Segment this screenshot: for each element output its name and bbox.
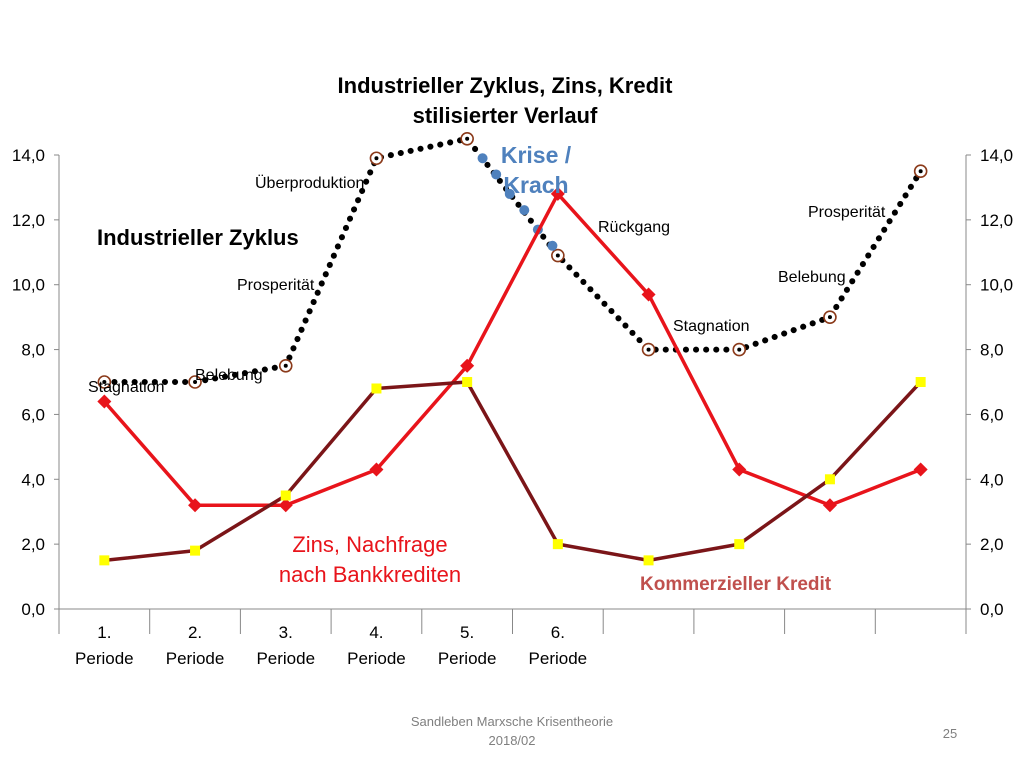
x-tick-label: Periode [256,649,315,668]
series-line-kommerzieller-kredit [104,380,922,563]
data-point-interest [369,462,384,477]
data-point-commercial [190,545,201,556]
y-tick-label-left: 4,0 [21,470,45,489]
series-label-commercial-credit: Kommerzieller Kredit [640,574,832,595]
footer-author-title: Sandleben Marxsche Krisentheorie [410,714,614,729]
phase-label: Belebung [778,269,846,286]
phase-label: Prosperität [237,277,315,294]
phase-label: Prosperität [808,204,886,221]
y-tick-label-right: 8,0 [980,341,1004,360]
x-tick-label: 6. [551,623,565,642]
data-point-industrial-center [465,136,470,141]
y-tick-label-right: 10,0 [980,276,1013,295]
phase-label: Rückgang [598,219,670,236]
phase-label: Überproduktion [255,174,364,192]
data-point-crisis [504,188,515,199]
data-point-crisis [477,153,488,164]
data-point-interest [278,498,293,513]
data-point-commercial [915,377,926,387]
phase-label: Stagnation [88,379,165,396]
y-tick-label-right: 2,0 [980,535,1004,554]
series-label-crisis-line1: Krise / [501,142,572,168]
x-tick-label: Periode [75,649,134,668]
y-tick-label-left: 10,0 [12,276,45,295]
x-tick-label: 4. [369,623,383,642]
x-tick-label: 5. [460,623,474,642]
series-label-crisis-line2: Krach [503,172,568,198]
y-tick-label-right: 12,0 [980,211,1013,230]
data-point-interest [732,462,747,477]
data-point-crisis [491,169,502,180]
data-point-crisis [547,240,558,251]
data-point-interest [188,498,203,513]
data-point-commercial [371,383,382,394]
data-point-crisis [519,205,530,216]
data-point-commercial [824,474,835,485]
x-tick-label: 3. [279,623,293,642]
series-line-zins-nachfrage-nach-bankkrediten [102,192,922,507]
data-point-commercial [643,555,654,566]
x-tick-label: Periode [347,649,406,668]
y-tick-label-left: 14,0 [12,146,45,165]
phase-label: Stagnation [673,318,750,335]
plot-area [97,131,928,566]
x-tick-label: 1. [97,623,111,642]
phase-label: Belebung [195,367,263,384]
y-tick-label-right: 6,0 [980,405,1004,424]
data-point-industrial-center [555,253,560,258]
data-point-industrial-center [283,363,288,368]
annotations: Industrieller Zyklus Krise / Krach Zins, Na… [88,142,886,595]
y-tick-label-left: 0,0 [21,600,45,619]
data-point-interest [822,498,837,513]
chart-title-line2: stilisierter Verlauf [413,103,598,128]
y-tick-label-left: 8,0 [21,341,45,360]
series-label-industrial-cycle: Industrieller Zyklus [97,225,299,250]
y-tick-label-left: 12,0 [12,211,45,230]
data-point-commercial [280,490,291,501]
data-point-interest [913,462,928,477]
footer-date: 2018/02 [488,733,536,748]
x-tick-label: 2. [188,623,202,642]
y-tick-label-left: 2,0 [21,535,45,554]
data-point-commercial [99,555,110,566]
data-point-interest [641,287,656,302]
chart-title-line1: Industrieller Zyklus, Zins, Kredit [338,73,674,98]
axes: 0,0 2,0 4,0 6,0 8,0 10,0 12,0 14,0 0,0 2,0 4,0 6,0 8… [12,146,1013,668]
data-point-commercial [462,377,473,387]
slide-number: 25 [942,726,958,741]
y-tick-label-left: 6,0 [21,405,45,424]
data-point-industrial-center [193,380,198,384]
series-label-interest-line1: Zins, Nachfrage [292,532,447,557]
data-point-industrial-center [374,156,379,161]
y-tick-label-right: 0,0 [980,600,1004,619]
y-tick-label-right: 14,0 [980,146,1013,165]
data-point-interest [97,394,112,409]
data-point-commercial [552,539,563,550]
data-point-industrial-center [827,315,832,320]
data-point-industrial-center [737,347,742,352]
data-point-industrial-center [646,347,651,352]
y-tick-label-right: 4,0 [980,470,1004,489]
series-label-interest-line2: nach Bankkrediten [279,562,461,587]
data-point-commercial [734,539,745,550]
x-tick-label: Periode [166,649,225,668]
x-tick-label: Periode [438,649,497,668]
data-point-interest [550,186,565,201]
x-tick-label: Periode [529,649,588,668]
data-point-interest [460,358,475,373]
data-point-industrial-center [918,169,923,174]
data-point-industrial-center [102,380,107,384]
